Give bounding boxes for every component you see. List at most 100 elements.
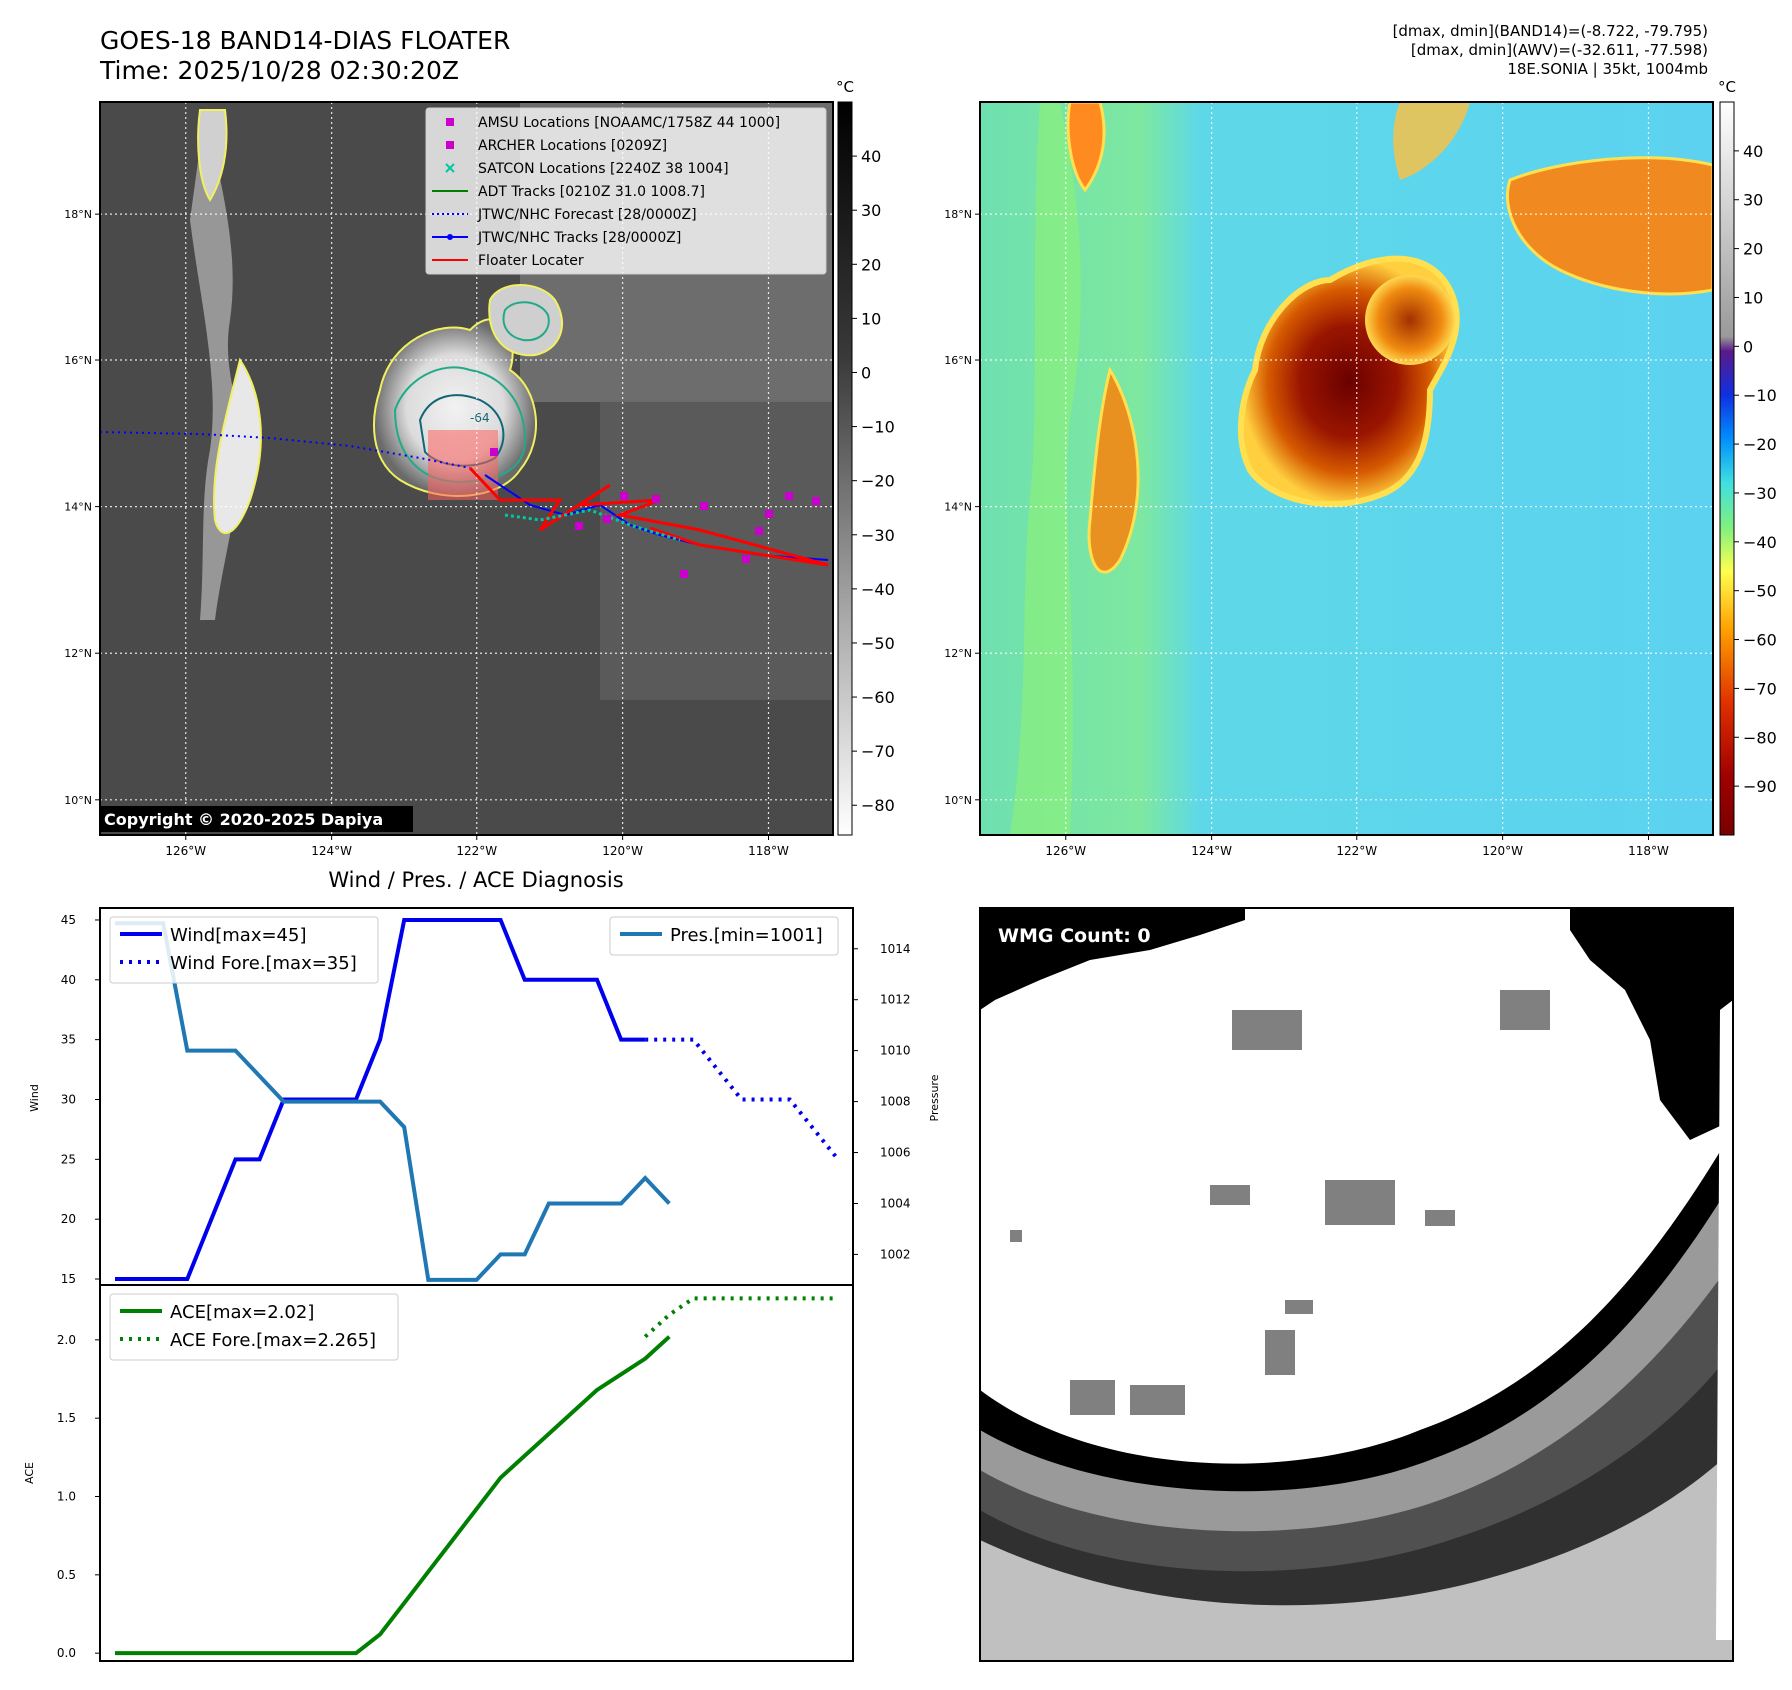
colorbar-right-tick-7: −30 [1743,484,1777,503]
pressure-tick-1: 1004 [880,1196,911,1210]
colorbar-left-tick-10: −60 [861,688,895,707]
floater-box [428,430,498,500]
legend-item-2: SATCON Locations [2240Z 38 1004] [445,161,729,177]
colorbar-left-tick-4: 0 [861,363,871,382]
colorbar-left-unit: °C [836,78,854,96]
series-line-0 [115,917,646,1282]
colorbar-right-tick-0: 40 [1743,142,1763,161]
map-left-lat-label-1: 16°N [64,354,92,367]
map-left-lat-label-3: 12°N [64,647,92,660]
colorbar-right-tick-8: −40 [1743,533,1777,552]
map-left-lat-label-2: 14°N [64,501,92,514]
info-line-2: [dmax, dmin](AWV)=(-32.611, -77.598) [1410,41,1708,59]
colorbar-right-unit: °C [1718,78,1736,96]
legend-item-5: JTWC/NHC Tracks [28/0000Z] [432,230,681,246]
legend-item-3: ADT Tracks [0210Z 31.0 1008.7] [432,184,705,200]
map-left-lon-label-1: 124°W [311,844,352,858]
legend-item-6: Floater Locater [432,253,584,269]
colorbar-left-tick-2: 20 [861,255,881,274]
legend-item-0: AMSU Locations [NOAAMC/1758Z 44 1000] [446,115,780,131]
ir-satellite-map: -64 AMSU Locations [NOAAMC/1758Z 44 1000… [64,78,895,858]
info-line-3: 18E.SONIA | 35kt, 1004mb [1507,60,1708,78]
legend-label-1: ARCHER Locations [0209Z] [478,138,667,154]
ace-axis-label: ACE [23,1462,36,1484]
wind-tick-3: 30 [61,1092,76,1106]
map-legend: AMSU Locations [NOAAMC/1758Z 44 1000] ARC… [425,107,827,275]
map-right-lat-label-4: 10°N [944,794,972,807]
diagnosis-title: Wind / Pres. / ACE Diagnosis [328,868,623,892]
pressure-axis-label: Pressure [928,1074,941,1121]
wmg-count-label: WMG Count: 0 [998,925,1151,947]
figure-title: GOES-18 BAND14-DIAS FLOATER [100,26,511,55]
map-right-lon-label-3: 120°W [1482,844,1523,858]
ace-tick-2: 1.0 [57,1490,76,1504]
map-right-lat-label-2: 14°N [944,501,972,514]
ace-tick-4: 2.0 [57,1333,76,1347]
ace-tick-3: 1.5 [57,1411,76,1425]
wind-tick-1: 20 [61,1212,76,1226]
wind-legend-label-0: Wind[max=45] [170,925,307,946]
colorbar-right-tick-10: −60 [1743,631,1777,650]
wind-tick-5: 40 [61,973,76,987]
colorbar-right-tick-9: −50 [1743,582,1777,601]
map-left-lat-label-4: 10°N [64,794,92,807]
map-left-lon-label-0: 126°W [165,844,206,858]
map-right-gridlines [980,102,1713,835]
pressure-tick-0: 1002 [880,1247,911,1261]
ace-legend-label-0: ACE[max=2.02] [170,1302,314,1323]
legend-label-2: SATCON Locations [2240Z 38 1004] [478,161,729,177]
wind-pressure-chart: 15 20 25 30 35 40 45 1002 1004 1006 1008 1010 1012 10… [28,907,941,1286]
map-left-lon-label-4: 118°W [748,844,789,858]
map-right-lon-label-4: 118°W [1628,844,1669,858]
forecast-track [100,431,471,469]
series-line-1 [645,1037,840,1161]
colorbar-left-ticks: 40 30 20 10 0 −10 −20 −30 −40 −50 −60 −70 −80 [852,147,895,815]
amsu-markers [490,448,820,578]
pressure-tick-6: 1014 [880,942,911,956]
pressure-tick-5: 1012 [880,993,911,1007]
colorbar-left-tick-12: −80 [861,796,895,815]
colorbar-left-tick-6: −20 [861,472,895,491]
ace-chart: 0.0 0.5 1.0 1.5 2.0 ACE ACE[max=2.02] ACE For… [23,1284,854,1662]
legend-label-0: AMSU Locations [NOAAMC/1758Z 44 1000] [478,115,780,131]
colorbar-right-tick-2: 20 [1743,240,1763,259]
map-left-axis-labels: 126°W 124°W 122°W 120°W 118°W 18°N 16°N 14°N 12°… [64,208,789,858]
wind-tick-0: 15 [61,1272,76,1286]
colorbar-right-tick-13: −90 [1743,777,1777,796]
legend-item-1: ARCHER Locations [0209Z] [446,138,667,154]
wind-axis-label: Wind [28,1084,41,1112]
ace-series-line-0 [115,1335,671,1656]
map-right-lon-label-2: 122°W [1336,844,1377,858]
colorbar-right-tick-6: −20 [1743,435,1777,454]
colorbar-left-tick-7: −30 [861,526,895,545]
ace-series-line-1 [643,1296,838,1339]
colorbar-left-tick-3: 10 [861,309,881,328]
map-right-lat-label-0: 18°N [944,208,972,221]
colorbar-right-tick-4: 0 [1743,337,1753,356]
dias-color-map: °C 403020100−10−20−30−40−50−60−70−80−90 … [944,78,1777,858]
wind-tick-4: 35 [61,1033,76,1047]
copyright-label: Copyright © 2020-2025 Dapiya [104,810,383,829]
ace-legend-label-1: ACE Fore.[max=2.265] [170,1330,376,1351]
pressure-tick-4: 1010 [880,1044,911,1058]
pressure-legend-label: Pres.[min=1001] [670,925,823,946]
colorbar-right-tick-1: 30 [1743,191,1763,210]
map-right-lon-label-0: 126°W [1045,844,1086,858]
legend-label-6: Floater Locater [478,253,584,269]
colorbar-right-tick-5: −10 [1743,386,1777,405]
pressure-tick-3: 1008 [880,1095,911,1109]
wind-tick-2: 25 [61,1152,76,1166]
map-left-lon-label-2: 122°W [456,844,497,858]
colorbar-right-tick-11: −70 [1743,679,1777,698]
map-left-lat-label-0: 18°N [64,208,92,221]
colorbar-right-tick-12: −80 [1743,728,1777,747]
map-left-lon-label-3: 120°W [602,844,643,858]
legend-label-3: ADT Tracks [0210Z 31.0 1008.7] [478,184,705,200]
colorbar-left-tick-11: −70 [861,742,895,761]
legend-item-4: JTWC/NHC Forecast [28/0000Z] [432,207,697,223]
legend-label-4: JTWC/NHC Forecast [28/0000Z] [477,207,697,223]
map-right-axis-labels: 126°W 124°W 122°W 120°W 118°W 18°N 16°N 14°N 12°… [944,208,1669,858]
colorbar-right-ticks: 40 30 20 10 0 −10 −20 −30 −40 −50 −60 −70 −80 −90 [1734,142,1777,796]
colorbar-left-tick-8: −40 [861,580,895,599]
